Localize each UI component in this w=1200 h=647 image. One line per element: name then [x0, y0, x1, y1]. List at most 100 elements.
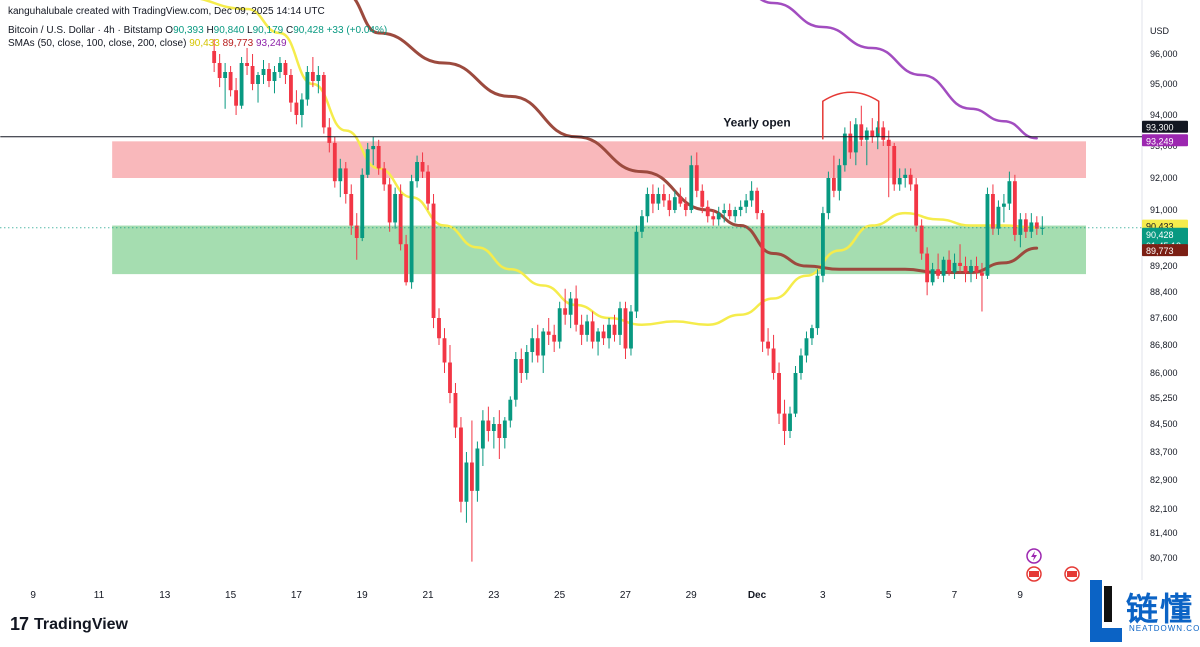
candle-body	[448, 362, 452, 393]
candle-body	[815, 275, 820, 329]
candle-body	[1012, 181, 1017, 235]
candle-body	[683, 203, 688, 210]
support-zone	[112, 225, 1086, 275]
candle-body	[267, 69, 271, 81]
watermark-site: NEATDOWN.COM	[1129, 624, 1200, 633]
candle-body	[766, 341, 770, 349]
sma200-badge	[1142, 134, 1188, 147]
candle-body	[634, 231, 639, 312]
x-tick-label: 11	[94, 590, 105, 601]
x-tick-label: 25	[554, 590, 566, 601]
candle-body	[640, 216, 644, 232]
y-tick-label: 85,250	[1150, 393, 1178, 403]
candle-body	[343, 168, 348, 194]
sma100-badge	[1142, 244, 1188, 257]
credit-line: kanguhalubale created with TradingView.c…	[8, 6, 325, 17]
open-value: 90,393	[173, 25, 204, 36]
y-tick-label: 82,900	[1150, 475, 1178, 485]
candle-body	[409, 181, 414, 283]
candle-body	[305, 72, 310, 100]
y-tick-label: 84,500	[1150, 419, 1178, 429]
candle-body	[486, 420, 491, 431]
candle-body	[541, 331, 546, 356]
high-label: H	[206, 25, 214, 36]
sma-legend: SMAs (50, close, 100, close, 200, close)…	[8, 38, 287, 49]
last-badge-label: 90,428	[1146, 230, 1174, 240]
candle-body	[519, 359, 524, 373]
candle-body	[842, 133, 847, 166]
candle-body	[694, 165, 699, 191]
candle-body	[952, 262, 957, 273]
y-tick-label: 80,700	[1150, 553, 1178, 563]
candle-body	[596, 331, 600, 342]
y-axis-ticks: 80,700 81,400 82,100 82,900 83,700 84,500 85,2…	[1141, 0, 1178, 580]
candle-body	[228, 72, 233, 91]
candle-body	[700, 190, 705, 207]
candle-body	[1018, 219, 1023, 235]
y-tick-label: 87,600	[1150, 313, 1178, 323]
candle-body	[497, 424, 502, 438]
candle-body	[623, 308, 628, 349]
low-value: 90,179	[252, 25, 284, 36]
x-tick-label: 21	[422, 590, 434, 601]
candle-body	[283, 63, 288, 75]
candle-body	[650, 194, 655, 204]
x-axis-ticks: 9 11 13 15 17 19 21 23 25 27 29 Dec 3 5 7 9	[30, 590, 1023, 601]
candle-body	[568, 298, 573, 315]
neatdown-logo-icon	[1090, 580, 1122, 642]
candle-body	[404, 244, 409, 283]
candle-body	[387, 184, 392, 223]
candle-body	[716, 213, 721, 220]
candle-body	[332, 142, 337, 182]
candle-body	[398, 194, 403, 245]
y-tick-label: 88,400	[1150, 287, 1178, 297]
candle-body	[793, 373, 798, 414]
candle-body	[886, 139, 891, 146]
y-tick-label: 81,400	[1150, 528, 1178, 538]
candle-body	[338, 168, 343, 182]
candle-body	[530, 338, 535, 352]
x-tick-label: 19	[357, 590, 369, 601]
close-label: C	[285, 25, 294, 36]
yearly-open-label: Yearly open	[723, 116, 790, 130]
candle-body	[985, 194, 990, 276]
candle-body	[491, 424, 496, 431]
watermark-chinese: 链懂	[1126, 590, 1195, 628]
line-badge-label: 93,300	[1146, 123, 1174, 133]
candle-body	[892, 146, 897, 185]
candle-body	[245, 63, 249, 66]
tradingview-brand[interactable]: 17 TradingView	[10, 614, 128, 635]
y-tick-label: 82,100	[1150, 504, 1178, 514]
candle-body	[771, 348, 776, 373]
candle-body	[727, 210, 732, 217]
candle-body	[469, 462, 474, 491]
x-tick-label: 13	[159, 590, 171, 601]
candle-body	[289, 75, 293, 103]
candle-body	[371, 146, 376, 150]
candle-body	[936, 269, 941, 276]
candle-body	[733, 210, 738, 217]
sma-label: SMAs (50, close, 100, close, 200, close)	[8, 38, 187, 49]
x-tick-label: 7	[952, 590, 958, 601]
candle-body	[354, 225, 359, 238]
candle-body	[996, 206, 1001, 229]
candle-body	[941, 259, 946, 276]
candle-body	[607, 324, 611, 339]
candle-body	[974, 266, 979, 273]
candle-body	[1040, 227, 1045, 229]
candle-body	[963, 266, 968, 273]
candle-body	[239, 63, 244, 106]
candle-body	[722, 210, 727, 214]
candle-body	[590, 321, 595, 342]
candle-body	[930, 269, 935, 283]
candle-body	[294, 102, 299, 115]
candle-body	[513, 359, 518, 400]
candle-body	[1007, 181, 1012, 204]
candle-body	[535, 338, 540, 356]
candle-body	[316, 75, 321, 81]
candle-body	[925, 253, 930, 283]
y-tick-label: 86,000	[1150, 368, 1178, 378]
candle-body	[480, 420, 485, 449]
candle-body	[546, 331, 551, 335]
candle-body	[382, 168, 387, 185]
